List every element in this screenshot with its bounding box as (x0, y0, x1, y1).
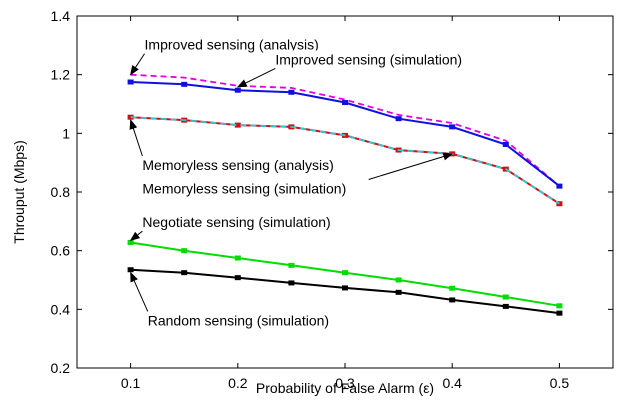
data-point (502, 294, 509, 300)
annotation-background (140, 213, 364, 232)
x-tick-label: 0.3 (335, 375, 355, 391)
data-point (234, 87, 241, 93)
data-point (127, 267, 134, 273)
x-tick-label: 0.4 (442, 375, 462, 391)
y-tick-label: 0.6 (51, 243, 71, 259)
y-axis-label: Throuput (Mbps) (11, 140, 27, 243)
x-tick-label: 0.5 (550, 375, 570, 391)
y-tick-label: 0.4 (51, 301, 71, 317)
annotation-arrow (129, 230, 143, 242)
data-point (449, 285, 456, 291)
y-tick-label: 1.4 (51, 8, 71, 24)
annotation-label: Improved sensing (simulation) (275, 51, 462, 67)
x-axis-label: Probability of False Alarm (ε) (256, 380, 434, 396)
data-point (181, 270, 188, 276)
data-point (234, 122, 241, 128)
data-point (395, 289, 402, 295)
y-tick-label: 1.2 (51, 67, 71, 83)
y-tick-label: 1 (62, 125, 70, 141)
data-point (234, 275, 241, 281)
data-point (342, 100, 348, 106)
annotation-arrow (236, 67, 276, 88)
data-point (127, 239, 134, 245)
data-point (556, 310, 563, 316)
data-point (181, 248, 188, 254)
annotation-label: Random sensing (simulation) (148, 312, 329, 328)
data-point (181, 81, 188, 87)
data-point (127, 79, 134, 85)
data-point (556, 201, 563, 207)
axis-ticks: 0.1 0.2 0.3 0.4 0.5 0.2 0.4 0.6 0.8 1 1.2 1.4 (51, 8, 613, 391)
annotation-label: Memoryless sensing (simulation) (142, 180, 346, 196)
annotation-arrow (130, 53, 145, 76)
series-line (130, 268, 560, 315)
annotation-background (140, 179, 371, 198)
data-point (502, 141, 509, 147)
x-tick-label: 0.2 (228, 375, 248, 391)
data-point (556, 303, 563, 309)
data-point (449, 124, 456, 130)
annotation-background (142, 35, 344, 54)
data-point (395, 116, 402, 122)
annotation-background (140, 156, 357, 174)
annotation-arrow (368, 152, 454, 180)
annotation-background (145, 311, 347, 330)
data-point (449, 297, 456, 303)
annotations: Improved sensing (analysis)Improved sens… (129, 35, 490, 330)
y-tick-label: 0.8 (51, 184, 71, 200)
annotation-label: Memoryless sensing (analysis) (142, 157, 333, 173)
annotation-label: Negotiate sensing (simulation) (142, 214, 330, 230)
annotation-background (273, 50, 490, 69)
x-tick-label: 0.1 (121, 375, 141, 391)
annotation-arrow (129, 119, 143, 157)
data-point (556, 183, 563, 189)
data-point (288, 262, 295, 268)
data-point (288, 89, 295, 95)
data-point (395, 277, 402, 283)
data-point (234, 255, 241, 261)
data-point (502, 303, 509, 309)
series-line (130, 73, 560, 187)
series-line (130, 116, 560, 205)
annotation-label: Improved sensing (analysis) (145, 37, 319, 53)
annotation-arrow (130, 271, 149, 312)
data-point (342, 270, 348, 276)
y-tick-label: 0.2 (51, 360, 71, 376)
data-point (342, 285, 348, 291)
series-layer (127, 73, 563, 316)
data-point (288, 280, 295, 286)
